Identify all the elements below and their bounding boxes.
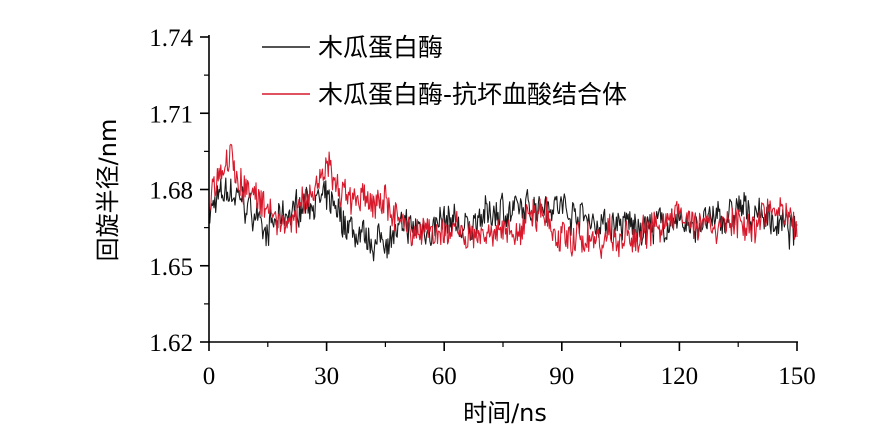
legend-label-series-1: 木瓜蛋白酶-抗坏血酸结合体 (318, 80, 627, 109)
x-tick-label: 0 (203, 363, 216, 390)
x-tick-label: 120 (661, 363, 699, 390)
y-tick-label: 1.71 (149, 101, 193, 128)
y-tick-label: 1.68 (149, 178, 193, 205)
axes (200, 35, 798, 351)
x-tick-label: 30 (314, 363, 339, 390)
y-axis-title: 回旋半径/nm (94, 119, 122, 262)
tick-labels: 1.62 1.65 1.68 1.71 1.74 0 30 60 90 120 150 (149, 25, 816, 390)
series-layer (208, 143, 798, 262)
x-tick-label: 150 (778, 363, 816, 390)
legend-label-series-0: 木瓜蛋白酶 (318, 33, 443, 62)
y-tick-label: 1.74 (149, 25, 193, 52)
x-tick-label: 60 (432, 363, 457, 390)
legend: 木瓜蛋白酶 木瓜蛋白酶-抗坏血酸结合体 (262, 33, 627, 109)
series-line-1 (208, 143, 798, 259)
x-tick-label: 90 (549, 363, 574, 390)
y-tick-label: 1.62 (149, 330, 193, 357)
y-tick-label: 1.65 (149, 254, 193, 281)
x-axis-title: 时间/ns (463, 399, 547, 427)
